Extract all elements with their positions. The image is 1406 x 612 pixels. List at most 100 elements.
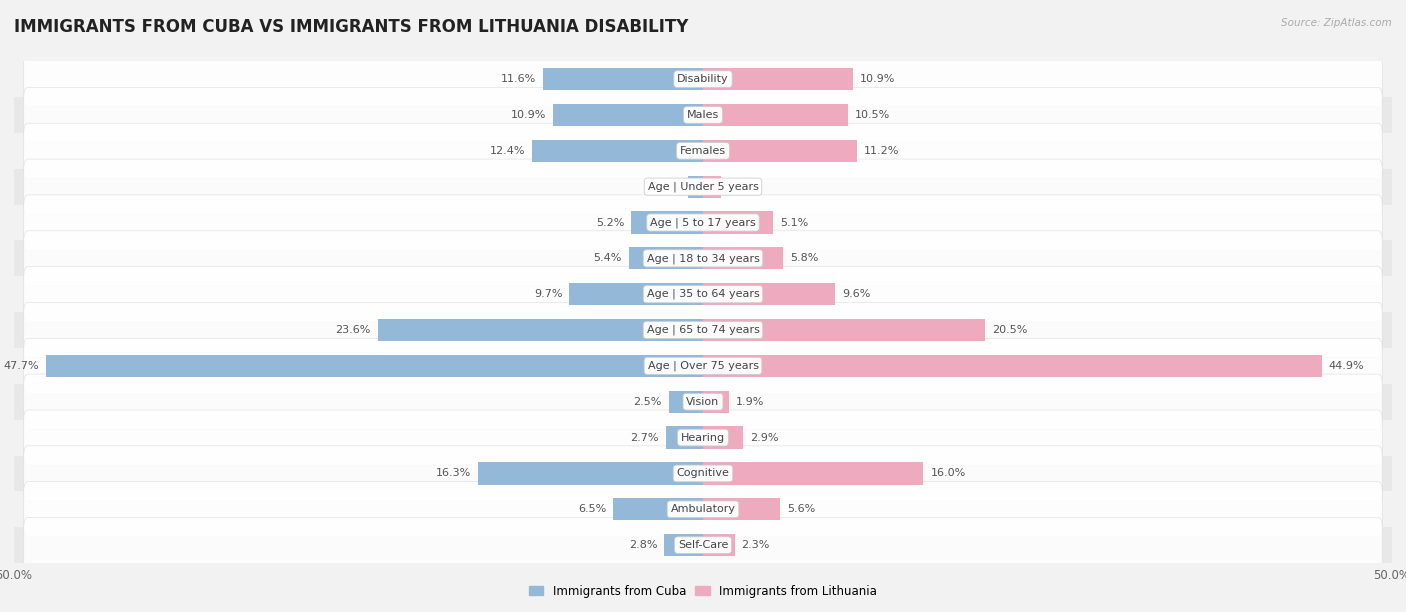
FancyBboxPatch shape	[24, 231, 1382, 286]
Bar	[46, 355, 703, 377]
Text: Self-Care: Self-Care	[678, 540, 728, 550]
FancyBboxPatch shape	[24, 374, 1382, 430]
Bar	[703, 498, 780, 520]
FancyBboxPatch shape	[24, 302, 1382, 357]
Bar	[569, 283, 703, 305]
FancyBboxPatch shape	[24, 446, 1382, 501]
Text: 11.6%: 11.6%	[501, 74, 536, 84]
Bar	[14, 455, 1392, 491]
Text: Age | 18 to 34 years: Age | 18 to 34 years	[647, 253, 759, 264]
Bar	[703, 176, 721, 198]
Text: 10.5%: 10.5%	[855, 110, 890, 120]
Text: Ambulatory: Ambulatory	[671, 504, 735, 514]
Text: 9.7%: 9.7%	[534, 289, 562, 299]
Text: Age | 5 to 17 years: Age | 5 to 17 years	[650, 217, 756, 228]
Bar	[14, 241, 1392, 276]
Bar	[14, 169, 1392, 204]
Bar	[14, 491, 1392, 527]
Bar	[666, 427, 703, 449]
Bar	[531, 140, 703, 162]
Text: 1.1%: 1.1%	[652, 182, 681, 192]
FancyBboxPatch shape	[24, 51, 1382, 106]
Bar	[14, 204, 1392, 241]
FancyBboxPatch shape	[24, 338, 1382, 394]
Bar	[14, 133, 1392, 169]
Text: 2.8%: 2.8%	[628, 540, 658, 550]
Text: Age | Under 5 years: Age | Under 5 years	[648, 181, 758, 192]
Text: IMMIGRANTS FROM CUBA VS IMMIGRANTS FROM LITHUANIA DISABILITY: IMMIGRANTS FROM CUBA VS IMMIGRANTS FROM …	[14, 18, 689, 36]
Bar	[703, 390, 730, 413]
Bar	[553, 104, 703, 126]
FancyBboxPatch shape	[24, 123, 1382, 179]
Text: 16.3%: 16.3%	[436, 468, 471, 479]
Bar	[703, 247, 783, 269]
Bar	[688, 176, 703, 198]
Bar	[14, 97, 1392, 133]
Text: 2.9%: 2.9%	[749, 433, 779, 442]
Bar	[14, 61, 1392, 97]
Bar	[543, 68, 703, 90]
Bar	[703, 355, 1322, 377]
Text: 23.6%: 23.6%	[336, 325, 371, 335]
Bar	[631, 211, 703, 234]
Bar	[14, 348, 1392, 384]
Text: 6.5%: 6.5%	[578, 504, 606, 514]
Text: Females: Females	[681, 146, 725, 156]
Bar	[14, 527, 1392, 563]
Text: Males: Males	[688, 110, 718, 120]
Text: 11.2%: 11.2%	[865, 146, 900, 156]
Text: 5.2%: 5.2%	[596, 217, 624, 228]
Text: Source: ZipAtlas.com: Source: ZipAtlas.com	[1281, 18, 1392, 28]
FancyBboxPatch shape	[24, 482, 1382, 537]
Bar	[478, 462, 703, 485]
FancyBboxPatch shape	[24, 159, 1382, 214]
Text: Age | 65 to 74 years: Age | 65 to 74 years	[647, 325, 759, 335]
Bar	[14, 276, 1392, 312]
Text: 5.6%: 5.6%	[787, 504, 815, 514]
Text: 1.9%: 1.9%	[737, 397, 765, 407]
Bar	[669, 390, 703, 413]
Bar	[14, 312, 1392, 348]
Text: 16.0%: 16.0%	[931, 468, 966, 479]
Text: 10.9%: 10.9%	[510, 110, 546, 120]
Bar	[628, 247, 703, 269]
Text: Disability: Disability	[678, 74, 728, 84]
Text: 9.6%: 9.6%	[842, 289, 870, 299]
Text: 20.5%: 20.5%	[993, 325, 1028, 335]
FancyBboxPatch shape	[24, 410, 1382, 465]
Text: 5.4%: 5.4%	[593, 253, 621, 263]
FancyBboxPatch shape	[24, 267, 1382, 322]
Text: Vision: Vision	[686, 397, 720, 407]
FancyBboxPatch shape	[24, 518, 1382, 573]
Bar	[665, 534, 703, 556]
Text: 2.7%: 2.7%	[630, 433, 659, 442]
Bar	[703, 319, 986, 341]
Bar	[14, 420, 1392, 455]
Text: 5.1%: 5.1%	[780, 217, 808, 228]
Bar	[703, 462, 924, 485]
Text: 12.4%: 12.4%	[489, 146, 526, 156]
Text: Hearing: Hearing	[681, 433, 725, 442]
Bar	[703, 140, 858, 162]
Bar	[14, 384, 1392, 420]
Text: 1.3%: 1.3%	[728, 182, 756, 192]
Bar	[613, 498, 703, 520]
Bar	[703, 534, 735, 556]
Text: Age | 35 to 64 years: Age | 35 to 64 years	[647, 289, 759, 299]
Text: Cognitive: Cognitive	[676, 468, 730, 479]
Text: 5.8%: 5.8%	[790, 253, 818, 263]
Legend: Immigrants from Cuba, Immigrants from Lithuania: Immigrants from Cuba, Immigrants from Li…	[524, 580, 882, 602]
Bar	[703, 283, 835, 305]
Text: 44.9%: 44.9%	[1329, 361, 1364, 371]
FancyBboxPatch shape	[24, 195, 1382, 250]
Bar	[378, 319, 703, 341]
Bar	[703, 211, 773, 234]
Text: 10.9%: 10.9%	[860, 74, 896, 84]
Bar	[703, 427, 742, 449]
Text: 2.3%: 2.3%	[741, 540, 770, 550]
Text: 47.7%: 47.7%	[3, 361, 39, 371]
Text: 2.5%: 2.5%	[633, 397, 662, 407]
Bar	[703, 104, 848, 126]
FancyBboxPatch shape	[24, 88, 1382, 143]
Text: Age | Over 75 years: Age | Over 75 years	[648, 360, 758, 371]
